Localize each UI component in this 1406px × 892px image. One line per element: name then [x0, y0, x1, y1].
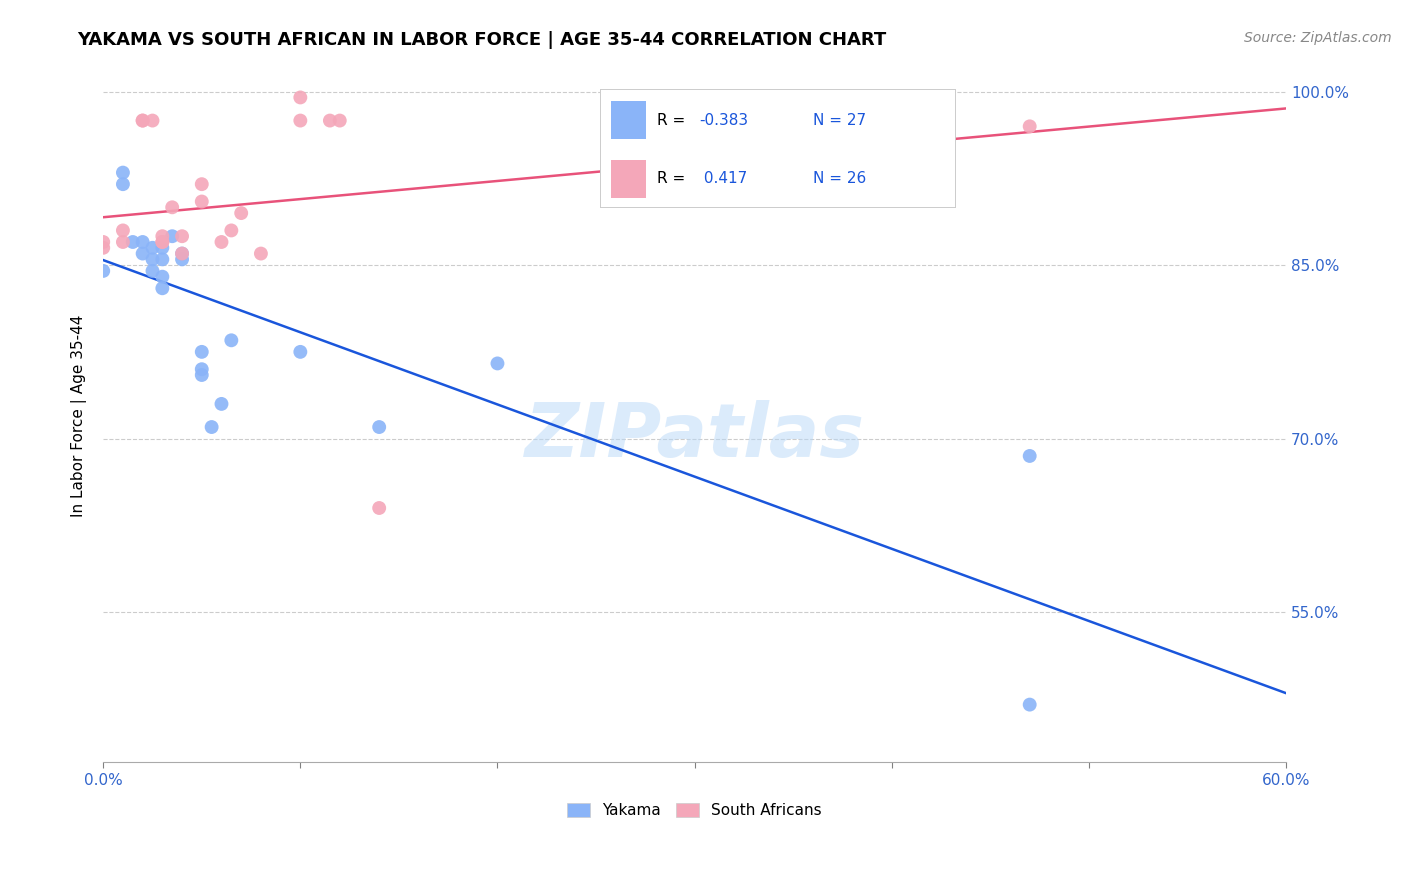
Point: [231, 206, 253, 220]
Point: [131, 113, 153, 128]
Point: [211, 397, 233, 411]
Point: [141, 264, 163, 278]
Point: [121, 235, 143, 249]
Point: [250, 246, 273, 260]
Point: [221, 334, 243, 348]
Point: [191, 177, 214, 191]
Legend: Yakama, South Africans: Yakama, South Africans: [561, 797, 828, 824]
Point: [1018, 120, 1040, 134]
Text: YAKAMA VS SOUTH AFRICAN IN LABOR FORCE | AGE 35-44 CORRELATION CHART: YAKAMA VS SOUTH AFRICAN IN LABOR FORCE |…: [77, 31, 887, 49]
Point: [319, 113, 342, 128]
Text: ZIPatlas: ZIPatlas: [524, 400, 865, 473]
Point: [150, 229, 173, 244]
Point: [191, 194, 214, 209]
Point: [1018, 449, 1040, 463]
Point: [191, 362, 214, 376]
Point: [141, 241, 163, 255]
Y-axis label: In Labor Force | Age 35-44: In Labor Force | Age 35-44: [72, 314, 87, 516]
Point: [111, 223, 134, 237]
Point: [150, 269, 173, 284]
Point: [170, 246, 193, 260]
Point: [150, 252, 173, 267]
Point: [290, 113, 312, 128]
Point: [290, 90, 312, 104]
Point: [170, 229, 193, 244]
Point: [111, 177, 134, 191]
Point: [486, 356, 509, 370]
Point: [191, 368, 214, 382]
Point: [91, 264, 114, 278]
Point: [91, 235, 114, 249]
Point: [150, 281, 173, 295]
Point: [368, 501, 391, 516]
Point: [131, 113, 153, 128]
Point: [160, 229, 183, 244]
Point: [221, 223, 243, 237]
Text: Source: ZipAtlas.com: Source: ZipAtlas.com: [1244, 31, 1392, 45]
Point: [170, 252, 193, 267]
Point: [160, 200, 183, 214]
Point: [150, 241, 173, 255]
Point: [201, 420, 224, 434]
Point: [131, 235, 153, 249]
Point: [368, 420, 391, 434]
Point: [329, 113, 352, 128]
Point: [141, 252, 163, 267]
Point: [191, 344, 214, 359]
Point: [150, 235, 173, 249]
Point: [141, 113, 163, 128]
Point: [91, 241, 114, 255]
Point: [290, 344, 312, 359]
Point: [131, 246, 153, 260]
Point: [1018, 698, 1040, 712]
Point: [170, 246, 193, 260]
Point: [111, 166, 134, 180]
Point: [211, 235, 233, 249]
Point: [150, 235, 173, 249]
Point: [723, 113, 745, 128]
Point: [111, 235, 134, 249]
